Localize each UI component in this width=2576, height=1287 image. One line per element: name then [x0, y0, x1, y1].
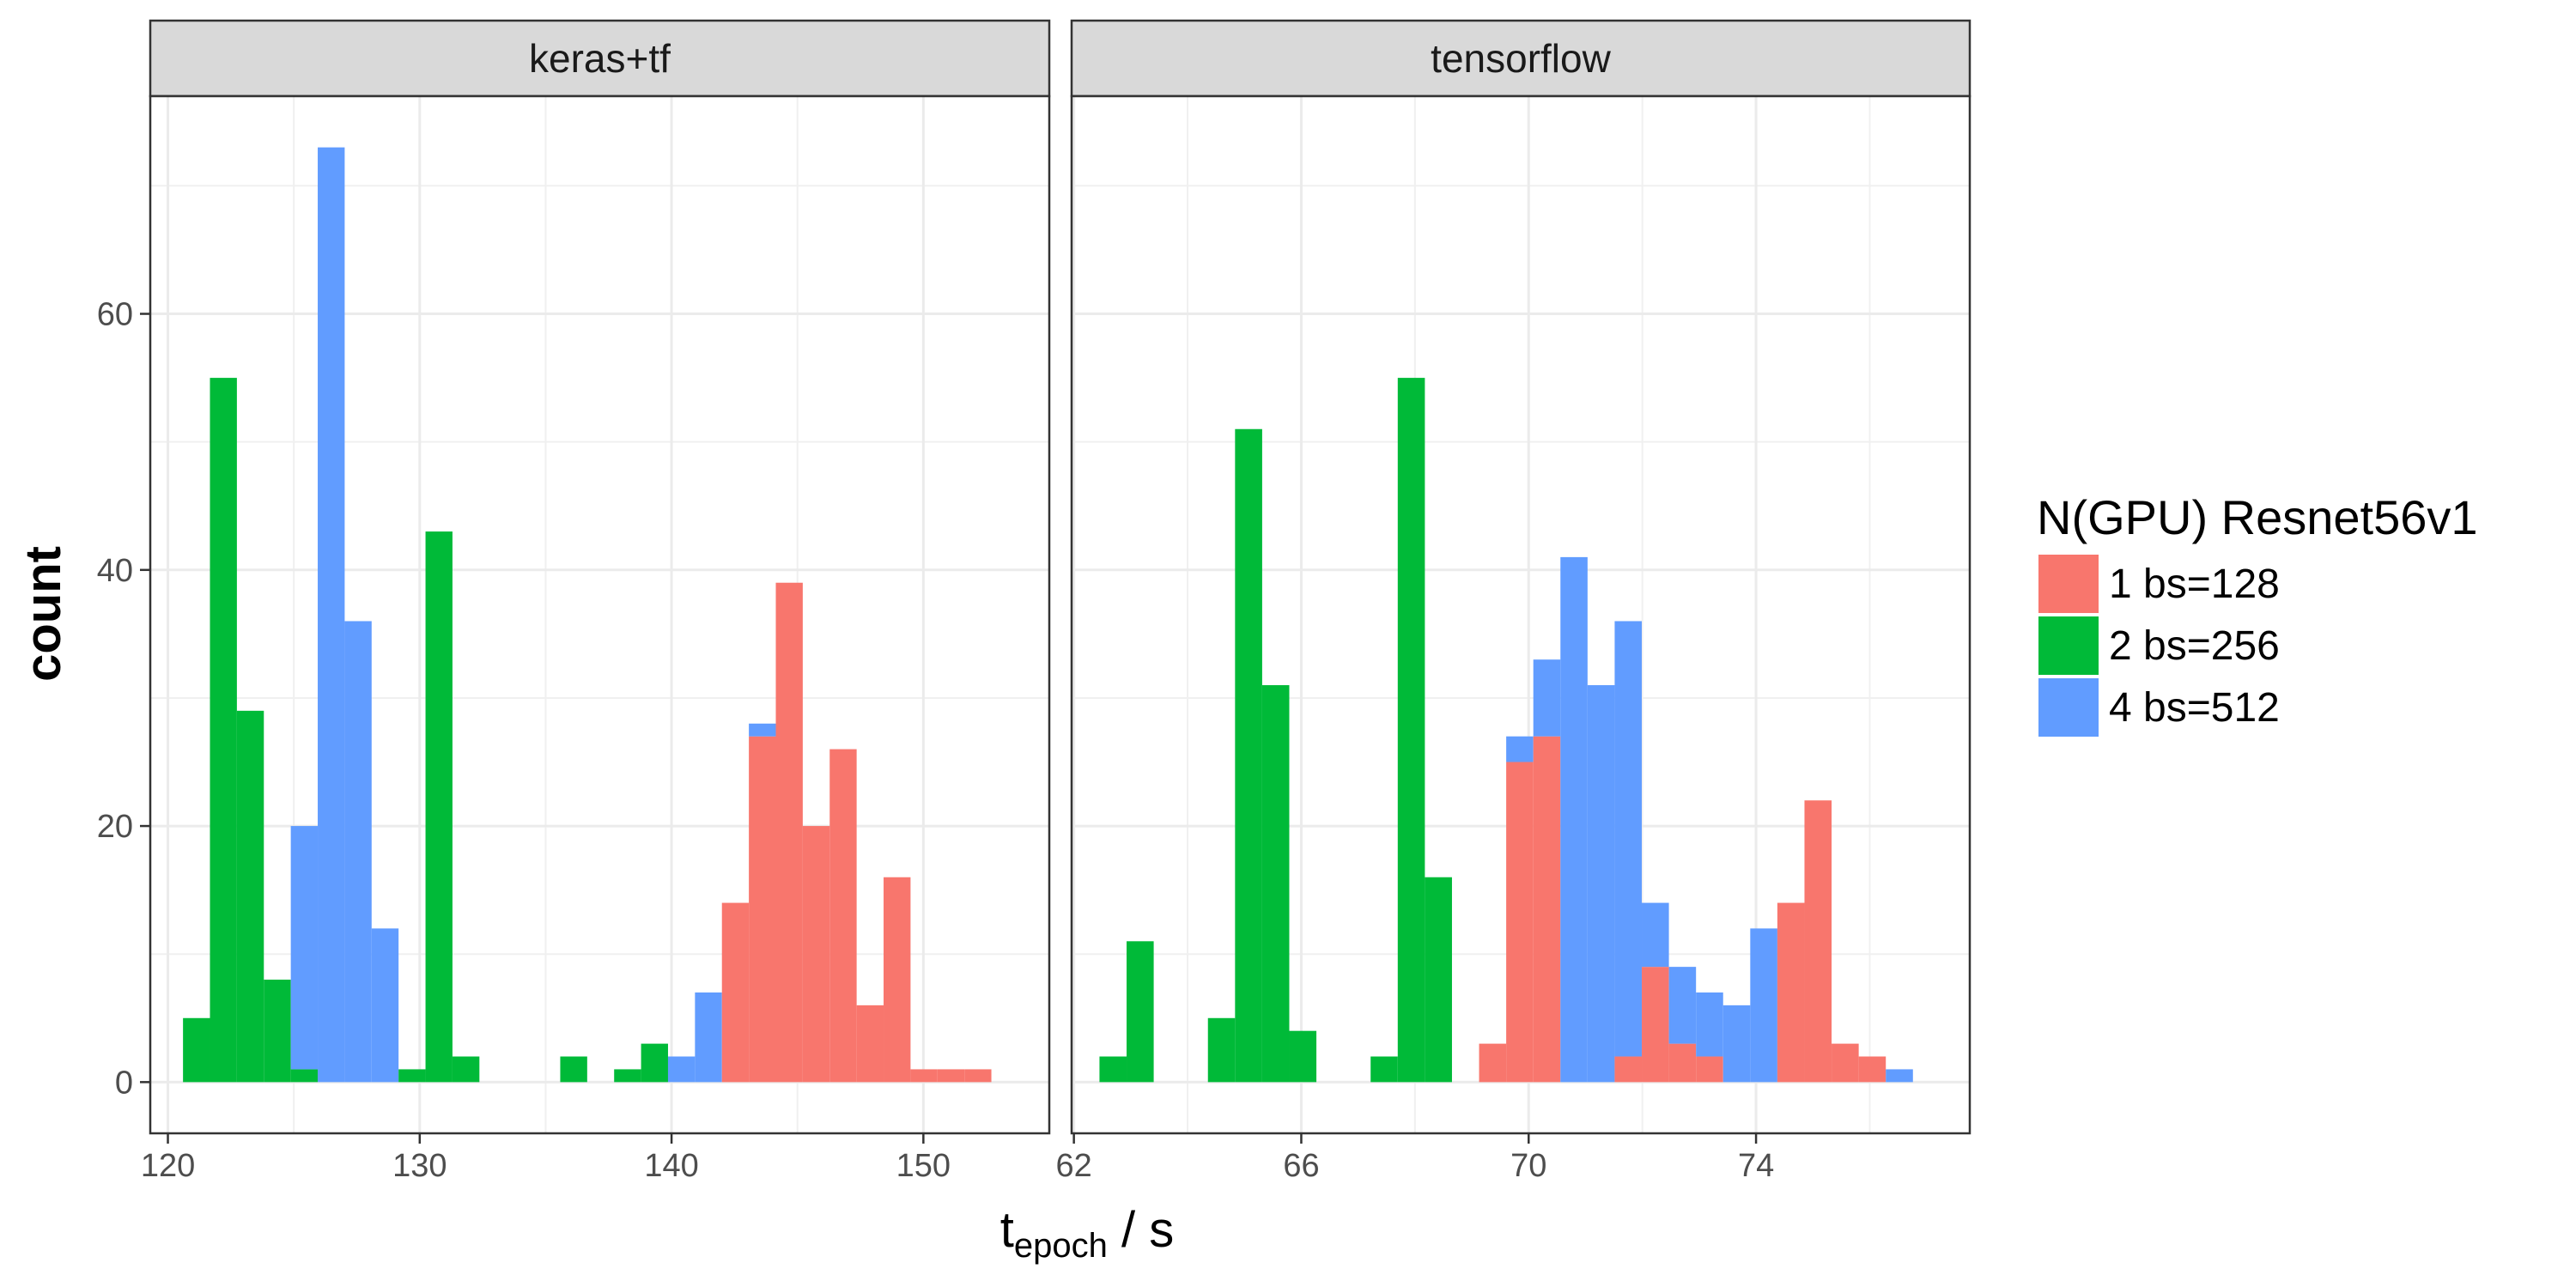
histogram-bar: [1479, 1043, 1507, 1083]
histogram-bar: [829, 749, 857, 1083]
histogram-bar: [1370, 1056, 1398, 1083]
histogram-bar: [1533, 659, 1561, 737]
legend-label: 4 bs=512: [2109, 685, 2280, 731]
x-tick-label: 62: [1056, 1148, 1092, 1184]
histogram-bar: [318, 147, 345, 1083]
histogram-bar: [910, 1069, 938, 1083]
histogram-bar: [856, 1005, 884, 1083]
histogram-bar: [1722, 1005, 1751, 1083]
histogram-bars: [183, 147, 992, 1083]
x-tick-label: 140: [644, 1148, 698, 1184]
histogram-bar: [1858, 1056, 1886, 1083]
histogram-bar: [210, 378, 237, 1083]
histogram-bar: [1560, 556, 1588, 1083]
histogram-bar: [1642, 902, 1669, 968]
x-axis-title-subscript: epoch: [1014, 1227, 1108, 1265]
histogram-bar: [1235, 428, 1262, 1083]
histogram-bar: [1127, 941, 1154, 1083]
histogram-bar: [614, 1069, 641, 1083]
histogram-bar: [1397, 378, 1425, 1083]
y-tick-label: 60: [97, 297, 133, 333]
histogram-bar: [802, 826, 830, 1083]
histogram-bar: [749, 723, 776, 737]
histogram-bar: [1696, 1056, 1723, 1083]
panel-border: [1070, 94, 1971, 1135]
histogram-bar: [1642, 967, 1669, 1083]
histogram-bar: [1832, 1043, 1859, 1083]
histogram-bar: [1289, 1030, 1317, 1083]
histogram-bar: [398, 1069, 426, 1083]
legend: N(GPU) Resnet56v1 1 bs=128 2 bs=256 4 bs=5…: [2037, 490, 2478, 737]
histogram-bar: [775, 582, 803, 1083]
histogram-bar: [1207, 1017, 1236, 1083]
histogram-bar: [371, 928, 399, 1083]
x-tick-label: 130: [392, 1148, 447, 1184]
histogram-bar: [344, 621, 372, 1083]
histogram-bar: [641, 1043, 668, 1083]
histogram-bar: [1614, 1056, 1643, 1083]
y-axis-title: count: [15, 546, 71, 682]
histogram-bar: [1506, 762, 1534, 1083]
x-axis-title-suffix: / s: [1108, 1202, 1174, 1258]
histogram-bar: [1886, 1069, 1913, 1083]
plot-background: [150, 96, 1049, 1133]
histogram-bar: [695, 992, 722, 1083]
histogram-bar: [667, 1056, 696, 1083]
histogram-bar: [1425, 877, 1452, 1083]
histogram-bar: [264, 980, 291, 1083]
legend-key: [2038, 555, 2099, 613]
facet-strip: [1070, 19, 1971, 98]
y-tick-label: 20: [97, 809, 133, 845]
histogram-bar: [1587, 685, 1615, 1083]
histogram-bar: [884, 877, 911, 1083]
legend-title: N(GPU) Resnet56v1: [2037, 490, 2478, 544]
facet-panel-0: keras+tf 120 130 140 150 0 20 40 60: [97, 19, 1051, 1184]
histogram-bar: [937, 1069, 965, 1083]
x-tick-label: 70: [1510, 1148, 1546, 1184]
x-tick-label: 66: [1283, 1148, 1319, 1184]
histogram-bar: [1668, 1043, 1697, 1083]
legend-label: 1 bs=128: [2109, 562, 2280, 607]
legend-key: [2038, 616, 2099, 675]
histogram-bar: [1099, 1056, 1127, 1083]
facet-strip: [149, 19, 1051, 98]
x-tick-label: 120: [141, 1148, 195, 1184]
histogram-bar: [964, 1069, 992, 1083]
x-tick-label: 150: [896, 1148, 951, 1184]
histogram-bar: [290, 826, 319, 1070]
histogram-bar: [749, 736, 776, 1083]
histogram-bar: [1804, 800, 1832, 1083]
histogram-bar: [425, 531, 453, 1083]
histogram-bars: [1099, 378, 1913, 1083]
histogram-bar: [1777, 902, 1805, 1083]
x-tick-label: 74: [1738, 1148, 1774, 1184]
legend-label: 2 bs=256: [2109, 623, 2280, 669]
facet-strip-label: tensorflow: [1431, 36, 1611, 81]
histogram-bar: [721, 902, 750, 1083]
panel-border: [149, 94, 1051, 1135]
histogram-bar: [1533, 736, 1561, 1083]
facet-panels: keras+tf 120 130 140 150 0 20 40 60 tensorflow 62 6…: [97, 19, 1971, 1184]
histogram-bar: [1261, 685, 1290, 1083]
x-axis-title: tepoch / s: [1000, 1202, 1174, 1265]
facet-strip-label: keras+tf: [529, 36, 671, 81]
histogram-bar: [1696, 992, 1723, 1057]
histogram-bar: [1668, 967, 1697, 1044]
histogram-bar: [1614, 621, 1643, 1057]
histogram-bar: [1750, 928, 1777, 1083]
facet-panel-1: tensorflow 62 66 70 74: [1056, 19, 1971, 1184]
histogram-bar: [183, 1017, 210, 1083]
histogram-bar: [236, 710, 264, 1083]
legend-key: [2038, 678, 2099, 737]
histogram-bar: [1506, 736, 1534, 762]
y-tick-label: 0: [115, 1065, 133, 1101]
histogram-bar: [560, 1056, 587, 1083]
y-tick-label: 40: [97, 553, 133, 589]
histogram-bar: [452, 1056, 480, 1083]
x-axis-title-main: t: [1000, 1202, 1014, 1258]
histogram-bar: [290, 1069, 319, 1083]
